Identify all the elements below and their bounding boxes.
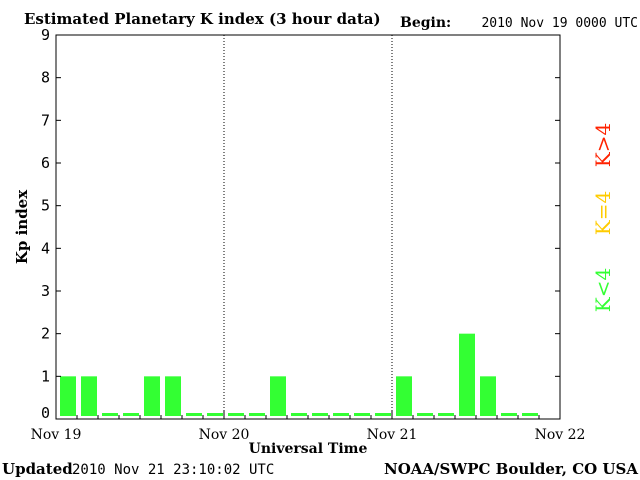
y-tick-label: 7 xyxy=(41,111,50,129)
kp-bar-zero xyxy=(186,413,202,416)
bar-series xyxy=(60,333,538,416)
y-tick-label: 1 xyxy=(41,367,50,385)
kp-bar-zero xyxy=(228,413,244,416)
kp-bar-zero xyxy=(291,413,307,416)
y-axis-label: Kp index xyxy=(13,189,31,264)
plot-frame xyxy=(55,34,561,420)
x-axis-label: Universal Time xyxy=(249,441,368,457)
updated-timestamp: 2010 Nov 21 23:10:02 UTC xyxy=(72,462,274,478)
kp-bar-zero xyxy=(438,413,454,416)
begin-date: 2010 Nov 19 0000 UTC xyxy=(481,16,638,31)
y-tick-label: 2 xyxy=(41,325,50,343)
legend-item: K=4 xyxy=(591,191,615,235)
kp-bar-zero xyxy=(375,413,391,416)
y-tick-label: 6 xyxy=(41,154,50,172)
legend: K<4 K=4 K>4 xyxy=(591,123,615,312)
kp-bar-zero xyxy=(354,413,370,416)
kp-bar-zero xyxy=(417,413,433,416)
kp-bar xyxy=(459,333,475,416)
kp-bar-zero xyxy=(522,413,538,416)
kp-bar xyxy=(396,376,412,416)
y-tick-label: 0 xyxy=(41,404,50,422)
kp-bar-zero xyxy=(102,413,118,416)
chart-title: Estimated Planetary K index (3 hour data… xyxy=(24,10,381,28)
begin-label: Begin: xyxy=(400,15,451,31)
y-tick-label: 3 xyxy=(41,282,50,300)
y-tick-label: 5 xyxy=(41,197,50,215)
y-tick-label: 4 xyxy=(41,239,50,257)
legend-item: K<4 xyxy=(591,268,615,312)
x-tick-label: Nov 22 xyxy=(535,427,586,443)
x-tick-label: Nov 21 xyxy=(367,427,418,443)
updated-label: Updated xyxy=(2,460,73,478)
kp-bar-zero xyxy=(501,413,517,416)
kp-bar xyxy=(165,376,181,416)
source-credit: NOAA/SWPC Boulder, CO USA xyxy=(384,460,638,478)
kp-bar-zero xyxy=(333,413,349,416)
x-tick-label: Nov 20 xyxy=(199,427,250,443)
day-separators xyxy=(223,35,393,419)
kp-bar xyxy=(81,376,97,416)
x-axis-ticks: Nov 19 Nov 20 Nov 21 Nov 22 xyxy=(31,411,586,443)
kp-bar-zero xyxy=(312,413,328,416)
kp-bar xyxy=(144,376,160,416)
x-tick-label: Nov 19 xyxy=(31,427,82,443)
kp-bar-zero xyxy=(123,413,139,416)
legend-item: K>4 xyxy=(591,123,615,167)
kp-bar-zero xyxy=(249,413,265,416)
y-tick-label: 9 xyxy=(41,26,50,44)
y-axis-ticks: 0 1 2 3 4 5 6 7 8 9 xyxy=(41,26,560,422)
kp-bar xyxy=(60,376,76,416)
kp-bar-zero xyxy=(207,413,223,416)
kp-bar xyxy=(480,376,496,416)
y-tick-label: 8 xyxy=(41,69,50,87)
kp-bar xyxy=(270,376,286,416)
